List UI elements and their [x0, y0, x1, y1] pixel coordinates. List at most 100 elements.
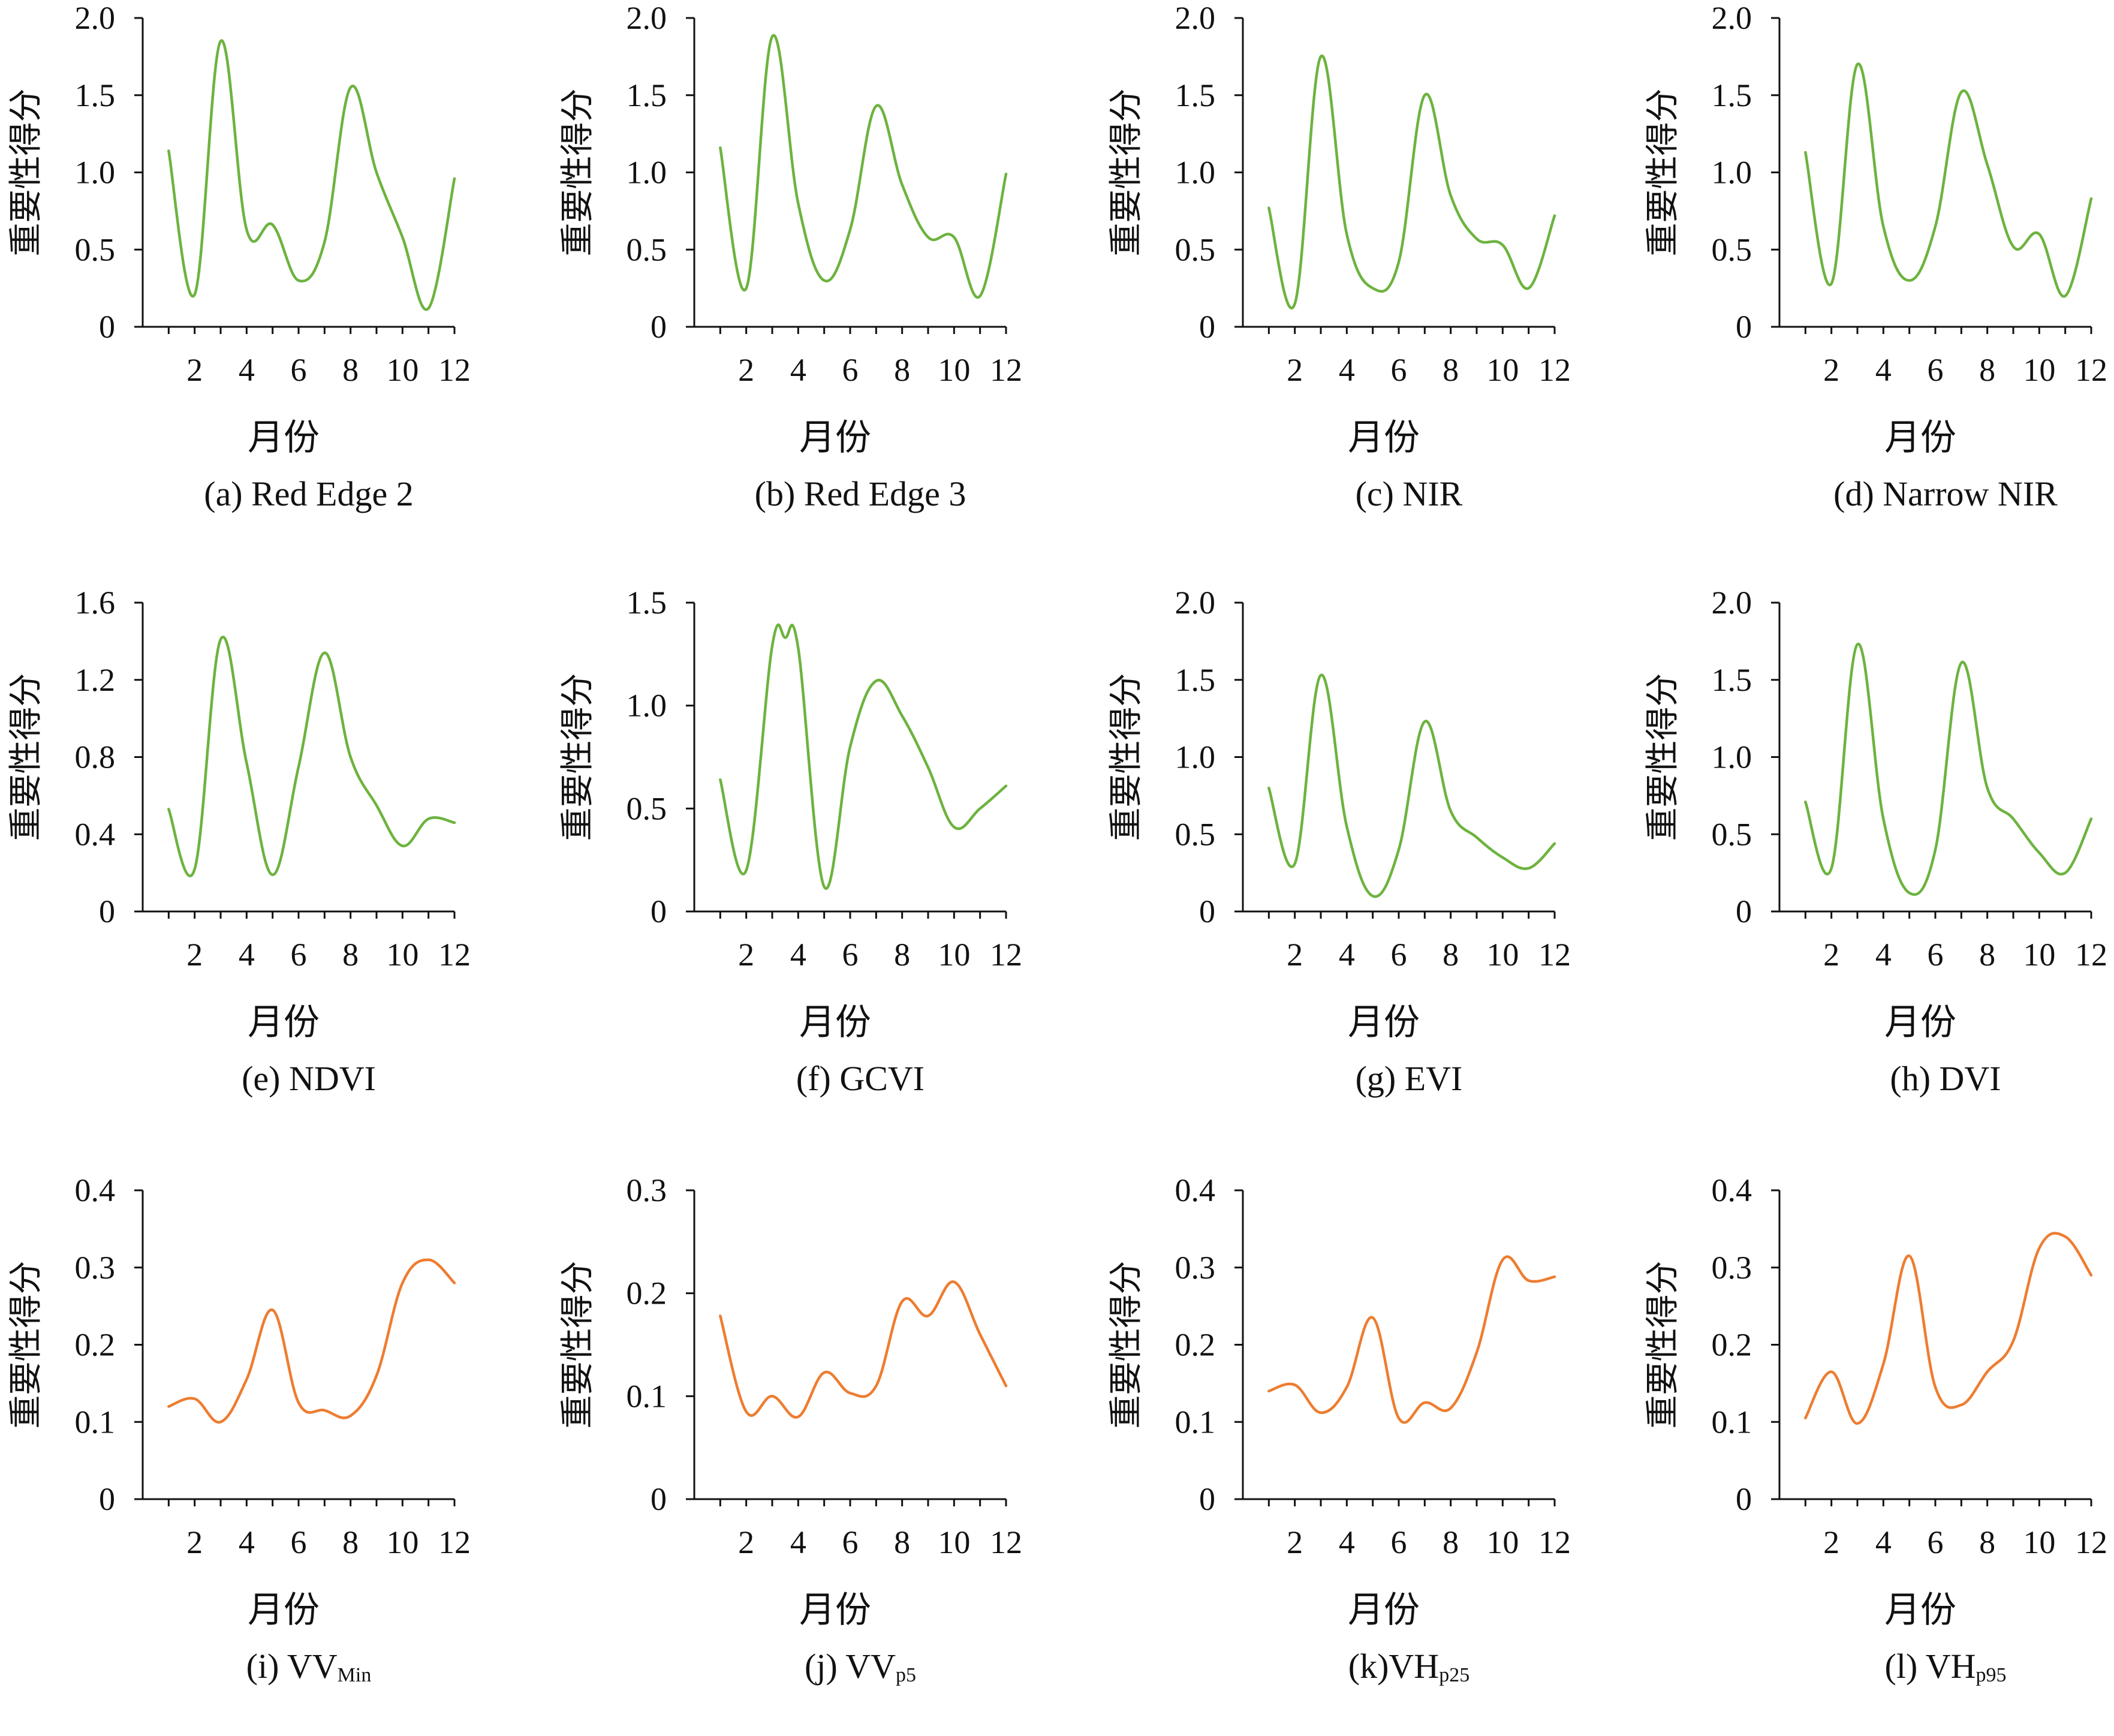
y-tick-label: 0.8 — [75, 739, 116, 775]
x-axis-label: 月份 — [799, 418, 871, 458]
chart-panel: 0 0.1 0.2 0.3 0.4 2 4 6 8 10 12 重要性得分 月份 (l) VHp95 — [1637, 1172, 2114, 1736]
x-tick-label: 2 — [1287, 352, 1303, 388]
x-axis-label: 月份 — [1348, 1590, 1420, 1630]
x-axis-label: 月份 — [1884, 1003, 1956, 1042]
x-tick-label: 12 — [990, 352, 1022, 388]
x-tick-label: 4 — [790, 352, 806, 388]
x-tick-label: 4 — [1339, 352, 1355, 388]
x-tick-label: 8 — [894, 1524, 910, 1560]
caption-text: (l) VH — [1884, 1647, 1976, 1686]
x-tick-label: 2 — [1823, 352, 1839, 388]
chart-caption: (f) GCVI — [552, 1058, 1079, 1099]
caption-text: (g) EVI — [1355, 1059, 1463, 1098]
y-tick-label: 0.4 — [75, 816, 116, 852]
x-tick-label: 10 — [1486, 352, 1519, 388]
x-tick-label: 10 — [386, 937, 418, 973]
caption-subscript: p5 — [895, 1664, 916, 1686]
chart-caption: (k)VHp25 — [1100, 1646, 1628, 1687]
x-tick-label: 6 — [1928, 1524, 1944, 1560]
y-tick-label: 0 — [1199, 309, 1215, 345]
x-tick-label: 6 — [291, 1524, 307, 1560]
x-tick-label: 8 — [342, 352, 359, 388]
series-line — [719, 1280, 1008, 1419]
x-tick-label: 2 — [738, 1524, 754, 1560]
caption-text: (e) NDVI — [242, 1059, 376, 1098]
series-line — [167, 636, 456, 877]
chart-caption: (l) VHp95 — [1637, 1646, 2114, 1687]
y-tick-label: 0.4 — [1175, 1172, 1216, 1208]
y-tick-label: 2.0 — [1712, 0, 1752, 36]
chart-panel: 0 0.4 0.8 1.2 1.6 2 4 6 8 10 12 重要性得分 月份 (e) NDVI — [0, 585, 528, 1148]
series-line — [1267, 1255, 1556, 1424]
chart-panel: 0 0.5 1.0 1.5 2.0 2 4 6 8 10 12 重要性得分 月份 (g) EVI — [1100, 585, 1628, 1148]
x-tick-label: 4 — [790, 937, 806, 973]
y-tick-label: 1.5 — [1712, 77, 1752, 113]
x-tick-label: 6 — [1928, 352, 1944, 388]
x-tick-label: 6 — [842, 1524, 859, 1560]
y-axis-label: 重要性得分 — [1645, 89, 1682, 257]
x-tick-label: 10 — [2023, 352, 2055, 388]
series-line — [167, 39, 456, 311]
y-tick-label: 0.3 — [1175, 1250, 1216, 1286]
y-tick-label: 1.5 — [627, 77, 667, 113]
x-tick-label: 4 — [239, 1524, 255, 1560]
x-tick-label: 4 — [1875, 1524, 1892, 1560]
x-tick-label: 12 — [1538, 1524, 1571, 1560]
x-tick-label: 6 — [1928, 937, 1944, 973]
series-line — [167, 1258, 456, 1424]
chart-panel: 0 0.5 1.0 1.5 2 4 6 8 10 12 重要性得分 月份 (f) GCVI — [552, 585, 1079, 1148]
y-tick-label: 0.5 — [1712, 231, 1752, 267]
y-tick-label: 0.5 — [627, 231, 667, 267]
series-line — [1804, 62, 2093, 298]
chart-caption: (d) Narrow NIR — [1637, 474, 2114, 514]
chart-caption: (a) Red Edge 2 — [0, 474, 528, 514]
series-line — [1267, 673, 1556, 898]
chart-caption: (b) Red Edge 3 — [552, 474, 1079, 514]
x-tick-label: 8 — [1979, 1524, 1995, 1560]
series-line — [1804, 642, 2093, 896]
y-tick-label: 0.2 — [1712, 1327, 1752, 1363]
caption-subscript: p25 — [1439, 1664, 1470, 1686]
y-tick-label: 0.1 — [1712, 1404, 1752, 1440]
series-line — [719, 34, 1008, 299]
x-tick-label: 10 — [386, 352, 418, 388]
x-axis-label: 月份 — [248, 1590, 320, 1630]
x-tick-label: 2 — [186, 937, 203, 973]
y-tick-label: 0.1 — [75, 1404, 116, 1440]
y-axis-label: 重要性得分 — [559, 89, 597, 257]
x-tick-label: 8 — [342, 937, 359, 973]
x-tick-label: 6 — [1391, 352, 1407, 388]
x-tick-label: 10 — [1486, 1524, 1519, 1560]
x-tick-label: 10 — [2023, 937, 2055, 973]
y-tick-label: 0 — [651, 893, 667, 929]
y-tick-label: 0.3 — [627, 1172, 667, 1208]
y-tick-label: 0 — [99, 893, 115, 929]
y-axis-label: 重要性得分 — [8, 1261, 45, 1429]
x-tick-label: 8 — [342, 1524, 359, 1560]
x-tick-label: 4 — [790, 1524, 806, 1560]
chart-panel: 0 0.5 1.0 1.5 2.0 2 4 6 8 10 12 重要性得分 月份 (d) Narrow N… — [1637, 0, 2114, 564]
y-tick-label: 2.0 — [1712, 585, 1752, 621]
x-tick-label: 2 — [738, 352, 754, 388]
x-tick-label: 10 — [386, 1524, 418, 1560]
y-tick-label: 1.5 — [1712, 662, 1752, 698]
x-tick-label: 12 — [438, 352, 471, 388]
x-tick-label: 10 — [938, 937, 970, 973]
y-tick-label: 0.5 — [627, 790, 667, 826]
caption-text: (c) NIR — [1355, 474, 1463, 513]
chart-caption: (g) EVI — [1100, 1058, 1628, 1099]
x-axis-label: 月份 — [248, 1003, 320, 1042]
y-axis-label: 重要性得分 — [559, 673, 597, 841]
x-axis-label: 月份 — [1348, 418, 1420, 458]
x-axis-label: 月份 — [799, 1003, 871, 1042]
series-line — [1804, 1232, 2093, 1425]
y-tick-label: 1.0 — [1712, 155, 1752, 191]
